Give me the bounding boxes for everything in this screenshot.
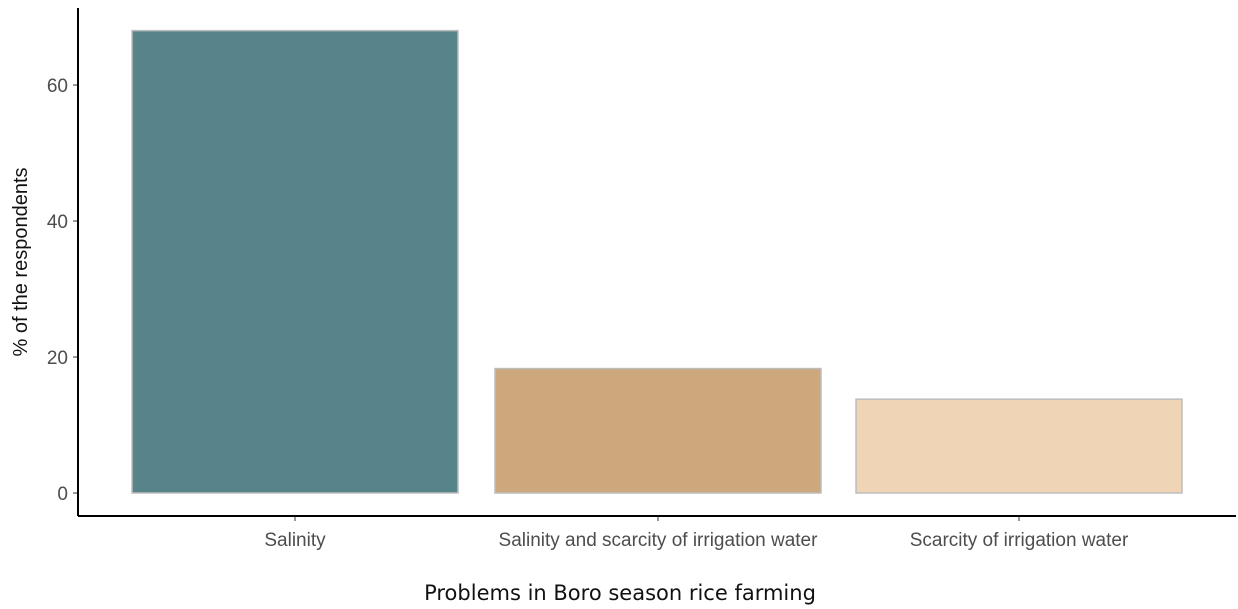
y-tick-label: 20: [47, 348, 68, 369]
bar-3: [855, 398, 1183, 494]
x-axis-title: Problems in Boro season rice farming: [424, 581, 816, 605]
x-tick-label: Salinity and scarcity of irrigation wate…: [499, 530, 819, 551]
x-axis-ticks: Salinity Salinity and scarcity of irrigat…: [264, 516, 1129, 551]
bars-group: [131, 29, 1183, 494]
bar-2: [494, 367, 822, 494]
y-axis-title: % of the respondents: [10, 167, 32, 356]
bar-1: [131, 29, 459, 494]
x-tick-label: Scarcity of irrigation water: [910, 530, 1129, 551]
x-tick-label: Salinity: [264, 530, 326, 551]
y-tick-label: 40: [47, 212, 68, 233]
y-tick-label: 0: [57, 484, 68, 505]
y-axis-ticks: 0 20 40 60: [47, 76, 78, 505]
y-tick-label: 60: [47, 76, 68, 97]
